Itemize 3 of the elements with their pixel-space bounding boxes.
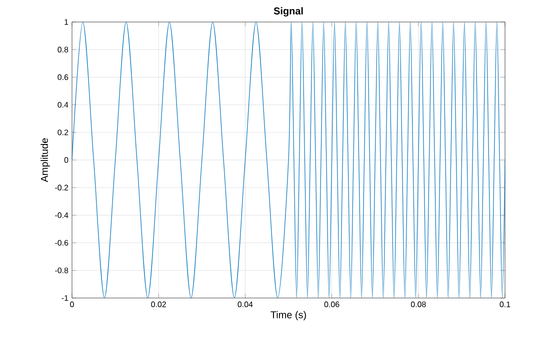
chart-title: Signal <box>274 7 303 16</box>
x-axis-title: Time (s) <box>270 311 306 320</box>
y-axis-title: Amplitude <box>40 138 50 182</box>
